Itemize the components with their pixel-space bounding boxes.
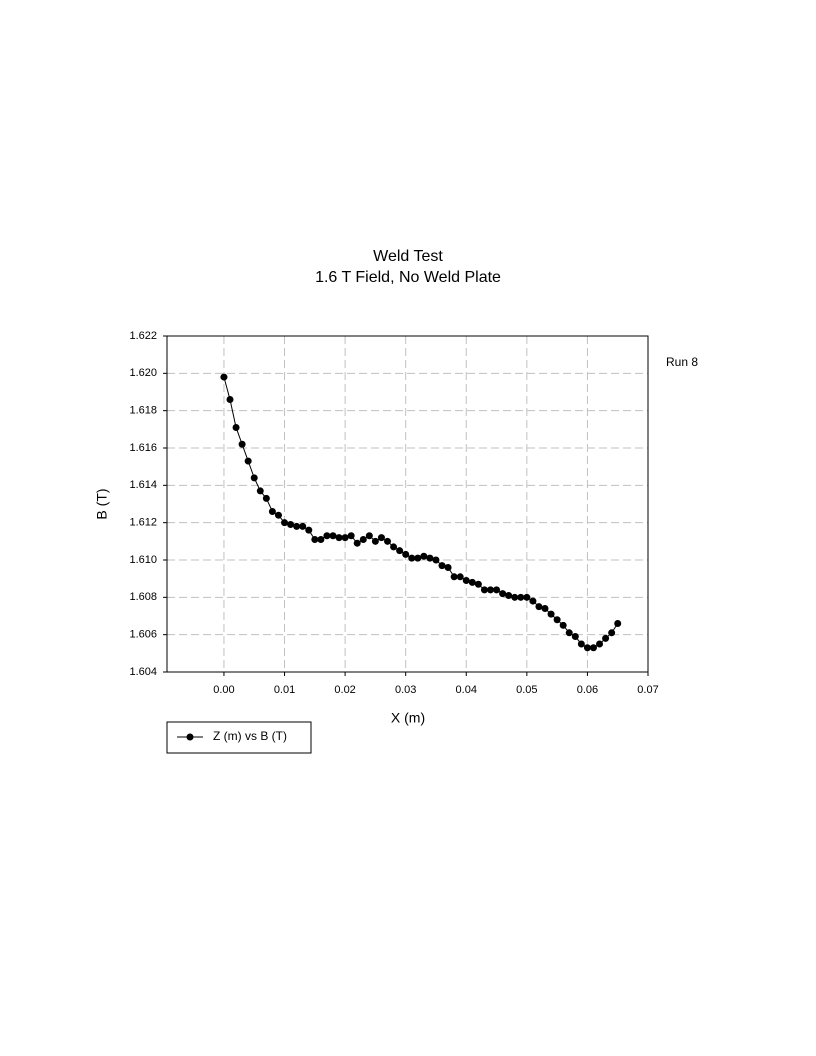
data-point xyxy=(390,543,398,551)
data-point xyxy=(244,457,252,465)
data-point xyxy=(293,522,301,530)
data-point xyxy=(371,537,379,545)
data-point xyxy=(317,535,325,543)
data-point xyxy=(474,580,482,588)
y-tick-label: 1.610 xyxy=(129,554,157,566)
data-point xyxy=(547,610,555,618)
data-point xyxy=(281,519,289,527)
data-point xyxy=(402,550,410,558)
y-tick-label: 1.612 xyxy=(129,517,157,529)
data-point xyxy=(608,629,616,637)
data-point xyxy=(571,633,579,641)
data-point xyxy=(559,621,567,629)
data-point xyxy=(462,577,470,585)
data-point xyxy=(359,535,367,543)
data-point xyxy=(565,629,573,637)
data-point xyxy=(384,537,392,545)
x-tick-label: 0.05 xyxy=(516,684,537,696)
data-point xyxy=(414,554,422,562)
data-point xyxy=(438,562,446,570)
x-tick-label: 0.00 xyxy=(213,684,234,696)
data-point xyxy=(426,554,434,562)
data-point xyxy=(347,532,355,540)
y-tick-label: 1.616 xyxy=(129,442,157,454)
data-point xyxy=(517,593,525,601)
data-point xyxy=(583,644,591,652)
data-point xyxy=(305,526,313,534)
data-point xyxy=(341,534,349,542)
data-point xyxy=(408,554,416,562)
data-point xyxy=(468,578,476,586)
data-point xyxy=(450,573,458,581)
data-point xyxy=(529,597,537,605)
data-point xyxy=(287,521,295,529)
data-point xyxy=(511,593,519,601)
data-point xyxy=(396,547,404,555)
data-point xyxy=(420,552,428,560)
data-point xyxy=(480,586,488,594)
data-point xyxy=(602,634,610,642)
data-point xyxy=(614,619,622,627)
data-point xyxy=(541,605,549,613)
plot-frame xyxy=(166,335,649,673)
data-point xyxy=(444,563,452,571)
data-point xyxy=(262,494,270,502)
x-tick-label: 0.06 xyxy=(577,684,598,696)
y-tick-label: 1.608 xyxy=(129,591,157,603)
x-tick-label: 0.04 xyxy=(456,684,477,696)
series-line xyxy=(223,376,619,649)
data-point xyxy=(311,535,319,543)
chart-subtitle: 1.6 T Field, No Weld Plate xyxy=(315,269,501,286)
data-point xyxy=(268,507,276,515)
data-point xyxy=(535,603,543,611)
x-tick-label: 0.02 xyxy=(334,684,355,696)
data-point xyxy=(493,586,501,594)
x-tick-label: 0.01 xyxy=(274,684,295,696)
y-tick-label: 1.618 xyxy=(129,405,157,417)
y-axis-label: B (T) xyxy=(94,488,110,519)
data-point xyxy=(353,539,361,547)
data-point xyxy=(499,590,507,598)
data-point xyxy=(505,591,513,599)
data-point xyxy=(220,373,228,381)
data-point xyxy=(238,440,246,448)
chart-title: Weld Test xyxy=(373,248,443,265)
data-point xyxy=(274,511,282,519)
data-point xyxy=(523,593,531,601)
y-tick-label: 1.614 xyxy=(129,479,157,491)
data-point xyxy=(299,522,307,530)
data-point xyxy=(232,423,240,431)
data-point xyxy=(456,573,464,581)
data-point xyxy=(553,616,561,624)
x-tick-label: 0.07 xyxy=(637,684,658,696)
data-point xyxy=(335,534,343,542)
legend-marker xyxy=(186,733,194,741)
y-tick-label: 1.604 xyxy=(129,666,157,678)
data-point xyxy=(256,487,264,495)
data-point xyxy=(432,556,440,564)
y-tick-label: 1.606 xyxy=(129,629,157,641)
data-point xyxy=(250,474,258,482)
data-point xyxy=(596,640,604,648)
annotation: Run 8 xyxy=(666,355,698,369)
x-axis-label: X (m) xyxy=(391,710,425,726)
data-point xyxy=(323,532,331,540)
data-point xyxy=(329,532,337,540)
data-point xyxy=(577,640,585,648)
data-point xyxy=(365,532,373,540)
data-point xyxy=(377,534,385,542)
x-tick-label: 0.03 xyxy=(395,684,416,696)
y-tick-label: 1.620 xyxy=(129,367,157,379)
data-point xyxy=(226,395,234,403)
legend-label: Z (m) vs B (T) xyxy=(213,729,287,743)
data-point xyxy=(486,586,494,594)
data-point xyxy=(589,644,597,652)
y-tick-label: 1.622 xyxy=(129,330,157,342)
